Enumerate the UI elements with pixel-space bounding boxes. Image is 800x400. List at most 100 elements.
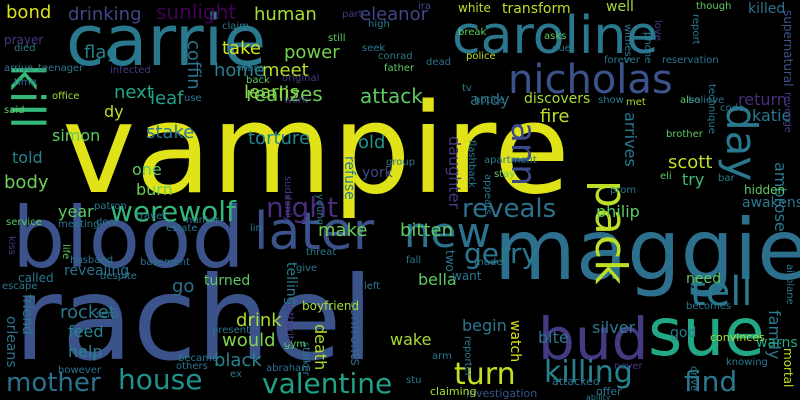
word: investigation xyxy=(466,387,538,400)
word: teenager xyxy=(38,63,84,74)
word: stay xyxy=(494,169,516,180)
word: suddenly xyxy=(282,176,293,222)
word: rocket xyxy=(60,302,116,323)
word: drive xyxy=(688,366,699,392)
word: sunlight xyxy=(156,0,237,24)
word: report xyxy=(690,14,701,45)
word: torture xyxy=(248,128,311,149)
word: back xyxy=(246,75,270,86)
word: go xyxy=(172,276,195,297)
word: watch xyxy=(507,320,523,363)
word: meeting xyxy=(58,219,100,230)
word: still xyxy=(328,33,346,44)
word: despite xyxy=(100,271,137,282)
word: claiming xyxy=(430,385,477,398)
word: eleanor xyxy=(360,4,429,25)
word: day xyxy=(717,104,766,182)
word: death xyxy=(311,324,330,371)
word: stalker xyxy=(300,342,311,376)
word: gym xyxy=(284,339,307,350)
word: abraham xyxy=(266,363,311,374)
word: wake xyxy=(390,330,432,349)
word: awakens xyxy=(742,195,800,211)
word: seek xyxy=(362,43,386,54)
word: killed xyxy=(748,1,786,17)
word: husband xyxy=(70,255,114,266)
word: two xyxy=(443,250,457,272)
word: stu xyxy=(406,375,422,386)
word: ira xyxy=(418,1,432,12)
word: estate xyxy=(166,223,198,234)
word: hunter xyxy=(186,215,220,226)
word: ability xyxy=(586,393,611,400)
word: orleans xyxy=(3,316,19,368)
word: rachel xyxy=(14,252,374,387)
word: coffin xyxy=(183,40,204,90)
word: give xyxy=(296,263,318,274)
word: lin xyxy=(250,223,262,234)
word: katie xyxy=(752,106,792,125)
word: love xyxy=(652,20,663,41)
word: ann xyxy=(503,122,543,186)
word: knowing xyxy=(726,357,768,368)
word: forever xyxy=(604,55,640,66)
word: leaf xyxy=(150,88,184,109)
word: break xyxy=(458,27,487,38)
word: feed xyxy=(68,322,104,341)
word: reveals xyxy=(462,194,557,224)
word: later xyxy=(254,202,375,262)
word: ambrose xyxy=(771,162,790,232)
word: flag xyxy=(84,42,118,63)
word: sens xyxy=(96,309,119,320)
word: met xyxy=(626,97,646,108)
word: arrive xyxy=(4,63,34,74)
word: present xyxy=(212,325,251,336)
word: attack xyxy=(360,84,423,108)
word: revealing xyxy=(64,263,130,279)
word: bite xyxy=(538,328,569,347)
word: god xyxy=(670,325,697,341)
word: show xyxy=(598,95,624,106)
word: drink xyxy=(236,310,282,331)
word: door xyxy=(96,217,119,228)
word: find xyxy=(684,365,738,398)
word: friend xyxy=(19,294,35,335)
word: becomes xyxy=(686,301,732,312)
word: apartment xyxy=(484,155,537,166)
word: maggie xyxy=(494,201,800,299)
word: share xyxy=(236,63,264,74)
word: would xyxy=(222,330,276,351)
word: new xyxy=(404,208,491,257)
word: andy xyxy=(470,90,510,109)
word: called xyxy=(18,271,54,285)
word: bella xyxy=(418,270,457,289)
word: one xyxy=(132,160,162,179)
word: scott xyxy=(668,152,713,173)
word: vampire xyxy=(62,78,570,222)
word: though xyxy=(696,1,732,12)
word: sue xyxy=(648,294,765,371)
word: infected xyxy=(110,65,151,76)
word: silver xyxy=(592,318,636,337)
word: service xyxy=(6,217,42,228)
word: caroline xyxy=(452,6,659,66)
word: philip xyxy=(596,202,640,221)
word: family xyxy=(765,310,784,360)
word: reporter xyxy=(462,336,473,377)
word: became xyxy=(178,353,219,364)
word: part xyxy=(342,9,363,20)
word: body xyxy=(4,172,49,193)
word: nicholas xyxy=(508,57,673,103)
word: convinces xyxy=(710,331,765,344)
word: return xyxy=(738,90,787,109)
word: arm xyxy=(432,351,452,362)
word: threat xyxy=(306,247,337,258)
word: werewolf xyxy=(110,195,236,228)
word: dead xyxy=(426,57,451,68)
word: mother xyxy=(6,368,101,398)
word: night xyxy=(266,191,339,224)
word: died xyxy=(14,43,36,54)
word: warns xyxy=(756,335,798,351)
word: next xyxy=(114,82,154,103)
